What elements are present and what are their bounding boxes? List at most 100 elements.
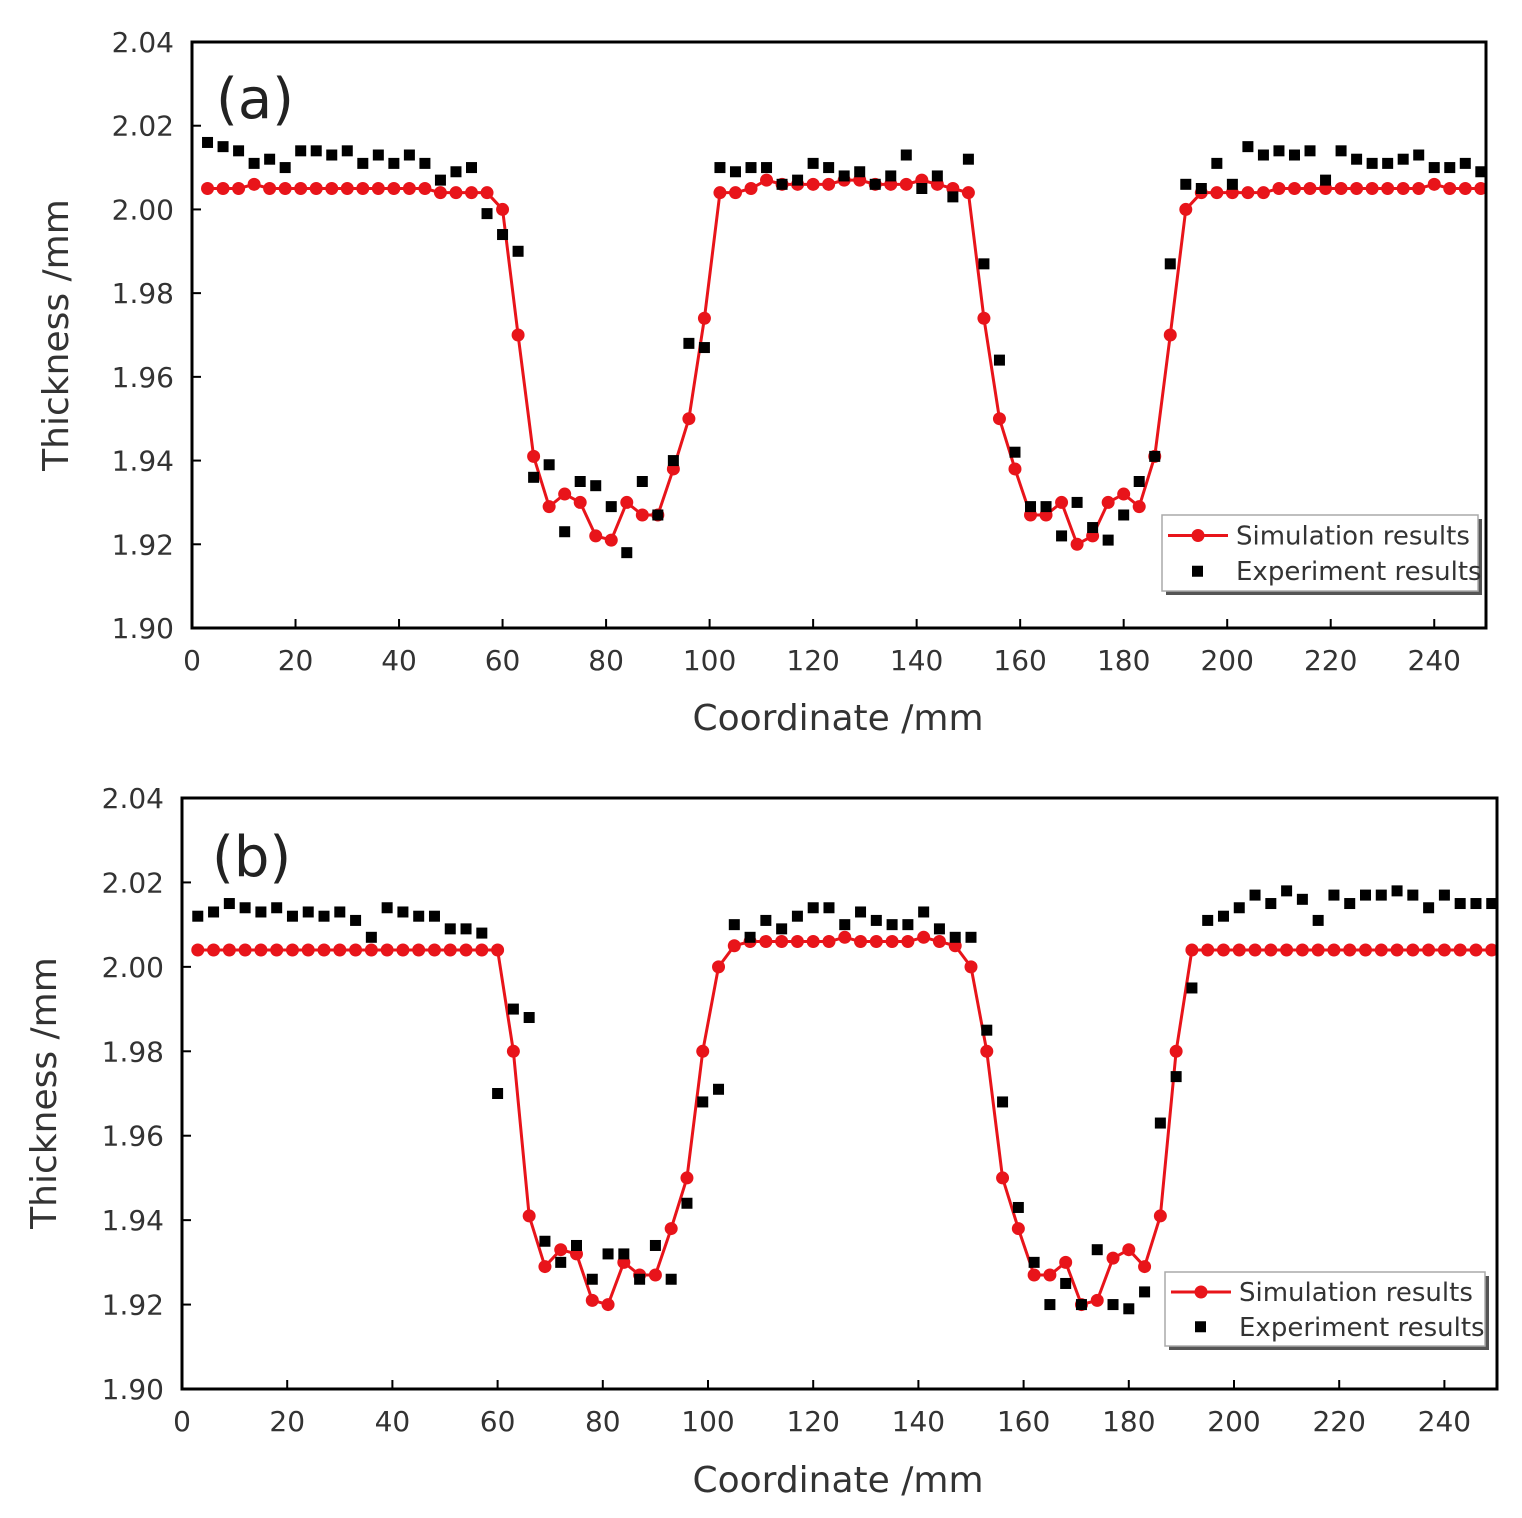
x-tick-label: 240 (1418, 1405, 1471, 1438)
y-tick-label: 1.96 (102, 1120, 164, 1153)
experiment-point (1288, 149, 1300, 161)
experiment-point (1091, 1244, 1103, 1256)
experiment-point (1202, 914, 1214, 926)
x-tick-label: 120 (786, 1405, 839, 1438)
experiment-point (1123, 1303, 1135, 1315)
experiment-point (295, 145, 307, 157)
experiment-point (434, 174, 446, 186)
simulation-point (1169, 1044, 1183, 1058)
simulation-point (1287, 182, 1301, 195)
experiment-point (539, 1235, 551, 1247)
simulation-point (364, 943, 378, 957)
experiment-point (1242, 141, 1254, 153)
x-tick-label: 160 (997, 1405, 1050, 1438)
y-tick-label: 1.98 (112, 277, 174, 310)
simulation-point (1343, 943, 1357, 957)
simulation-point (620, 495, 634, 509)
experiment-point (667, 455, 679, 467)
x-tick-label: 40 (381, 644, 417, 677)
simulation-point (1201, 943, 1215, 957)
experiment-point (357, 157, 369, 169)
simulation-point (433, 186, 447, 200)
simulation-point (664, 1222, 678, 1236)
simulation-point (480, 186, 494, 200)
experiment-point (1075, 1299, 1087, 1311)
simulation-point (1280, 943, 1294, 957)
simulation-point (247, 177, 261, 191)
experiment-point (792, 174, 804, 186)
experiment-point (776, 178, 788, 190)
y-tick-label: 1.92 (102, 1289, 164, 1322)
simulation-point (1381, 182, 1395, 195)
experiment-point (255, 906, 267, 918)
y-tick-label: 2.00 (112, 193, 174, 226)
simulation-point (1453, 943, 1467, 957)
simulation-point (449, 186, 463, 200)
simulation-point (589, 529, 603, 543)
experiment-point (202, 136, 214, 148)
simulation-point (1311, 943, 1325, 957)
experiment-point (886, 919, 898, 931)
experiment-point (397, 906, 409, 918)
experiment-point (683, 337, 695, 349)
simulation-point (996, 1171, 1010, 1185)
simulation-point (1185, 943, 1199, 957)
simulation-point (744, 182, 758, 195)
simulation-point (340, 182, 354, 195)
experiment-point (208, 906, 220, 918)
experiment-point (248, 157, 260, 169)
experiment-point (1296, 893, 1308, 905)
simulation-point (207, 943, 221, 957)
experiment-point (444, 923, 456, 935)
experiment-point (760, 914, 772, 926)
experiment-point (1149, 450, 1161, 462)
experiment-point (192, 910, 204, 922)
simulation-point (1179, 202, 1193, 216)
experiment-point (1040, 501, 1052, 513)
simulation-point (380, 943, 394, 957)
x-tick-label: 160 (993, 644, 1046, 677)
simulation-point (263, 182, 277, 195)
simulation-point (278, 182, 292, 195)
simulation-point (1132, 500, 1146, 514)
simulation-point (427, 943, 441, 957)
x-tick-label: 0 (183, 644, 201, 677)
x-tick-label: 20 (278, 644, 314, 677)
simulation-point (648, 1268, 662, 1282)
experiment-point (1180, 178, 1192, 190)
simulation-point (1458, 182, 1472, 195)
experiment-point (1186, 982, 1198, 994)
simulation-point (728, 186, 742, 200)
experiment-point (997, 1096, 1009, 1108)
experiment-point (388, 157, 400, 169)
simulation-point (1272, 182, 1286, 195)
x-tick-label: 80 (588, 644, 624, 677)
simulation-point (238, 943, 252, 957)
simulation-point (697, 311, 711, 325)
experiment-point (481, 208, 493, 220)
experiment-point (838, 170, 850, 182)
simulation-point (511, 328, 525, 342)
simulation-point (1443, 182, 1457, 195)
x-tick-label: 0 (173, 1405, 191, 1438)
experiment-point (933, 923, 945, 935)
experiment-point (869, 178, 881, 190)
experiment-point (854, 166, 866, 178)
simulation-point (806, 935, 820, 949)
experiment-point (1459, 157, 1471, 169)
experiment-point (372, 149, 384, 161)
y-tick-label: 2.02 (112, 110, 174, 143)
simulation-point (542, 500, 556, 514)
experiment-point (492, 1088, 504, 1099)
experiment-point (1312, 914, 1324, 926)
legend-box (1161, 514, 1479, 592)
experiment-point (466, 162, 478, 174)
experiment-point (1351, 153, 1363, 165)
experiment-point (559, 526, 571, 538)
simulation-point (356, 182, 370, 195)
experiment-point (1044, 1299, 1056, 1311)
x-tick-label: 140 (890, 644, 943, 677)
experiment-point (302, 906, 314, 918)
experiment-point (1382, 157, 1394, 169)
experiment-point (1164, 258, 1176, 270)
